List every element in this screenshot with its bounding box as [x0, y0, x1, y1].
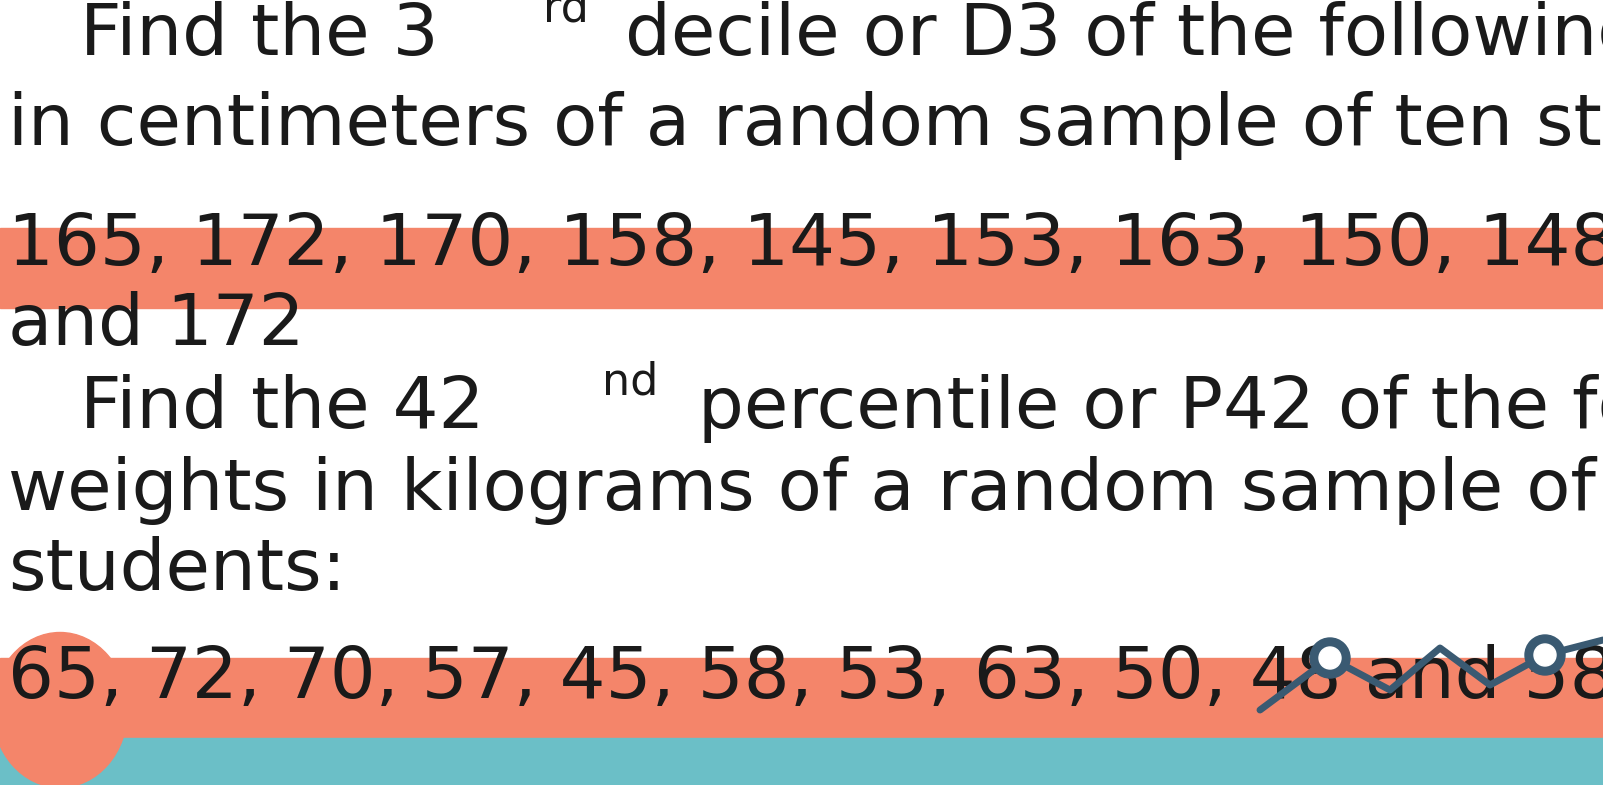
Circle shape — [1524, 635, 1565, 675]
Text: 65, 72, 70, 57, 45, 58, 53, 63, 50, 48 and 58: 65, 72, 70, 57, 45, 58, 53, 63, 50, 48 a… — [8, 644, 1603, 713]
Circle shape — [1534, 644, 1557, 666]
Ellipse shape — [0, 633, 128, 785]
Text: nd: nd — [603, 360, 659, 403]
Text: decile or D3 of the following heights: decile or D3 of the following heights — [603, 1, 1603, 70]
Text: Find the 42: Find the 42 — [80, 374, 484, 443]
Bar — [0, 658, 1603, 738]
Text: rd: rd — [543, 0, 588, 31]
Text: students:: students: — [8, 536, 346, 605]
Text: and 172: and 172 — [8, 291, 305, 360]
Text: in centimeters of a random sample of ten students:: in centimeters of a random sample of ten… — [8, 91, 1603, 160]
Bar — [0, 228, 1603, 308]
Text: percentile or P42 of the following: percentile or P42 of the following — [675, 374, 1603, 443]
Text: weights in kilograms of a random sample of ten: weights in kilograms of a random sample … — [8, 456, 1603, 525]
Text: Find the 3: Find the 3 — [80, 1, 439, 70]
Circle shape — [1319, 647, 1342, 669]
Circle shape — [1310, 638, 1350, 678]
Text: 165, 172, 170, 158, 145, 153, 163, 150, 148, 158: 165, 172, 170, 158, 145, 153, 163, 150, … — [8, 211, 1603, 280]
Bar — [0, 738, 1603, 785]
